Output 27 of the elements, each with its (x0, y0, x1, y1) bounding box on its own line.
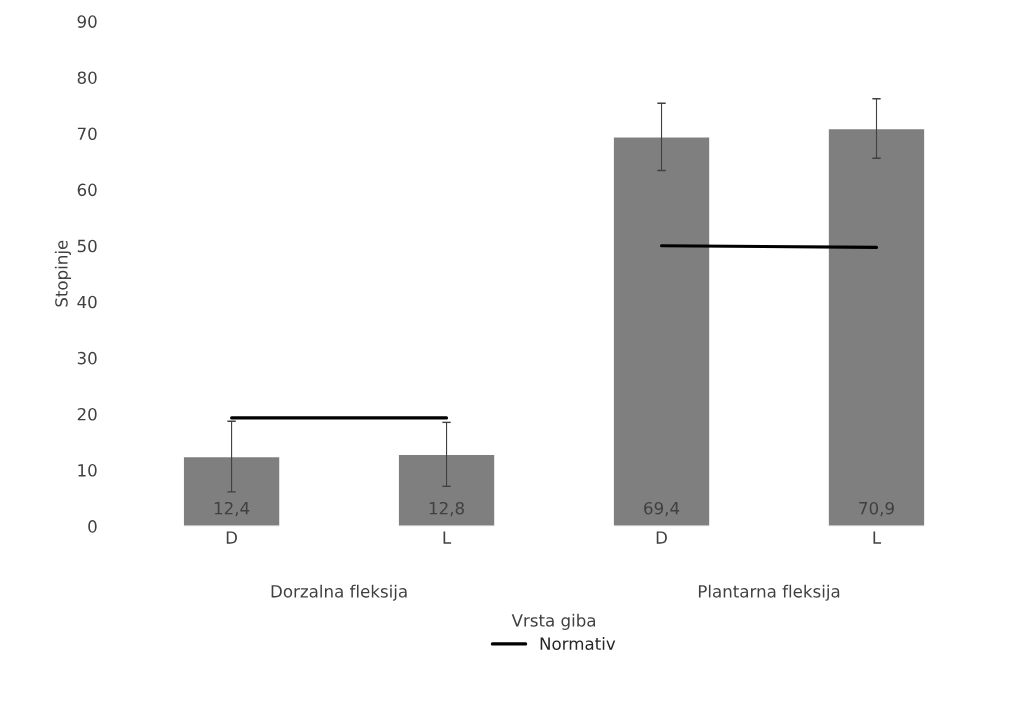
x-axis-title: Vrsta giba (511, 613, 596, 630)
y-tick-label: 90 (77, 15, 97, 28)
y-tick-label: 80 (77, 71, 97, 84)
y-tick-label: 40 (77, 295, 97, 309)
bar (827, 127, 926, 527)
y-tick-label: 20 (77, 407, 97, 421)
data-label: 12,8 (429, 501, 464, 517)
x-tick-label: L (443, 531, 452, 544)
y-tick-label: 60 (77, 183, 97, 197)
y-tick-label: 50 (77, 239, 97, 253)
bar (612, 136, 711, 527)
x-tick-label: L (873, 531, 882, 544)
y-tick-label: 10 (78, 464, 97, 477)
legend-label: Normativ (540, 637, 616, 650)
y-tick-label: 70 (77, 127, 97, 141)
x-tick-label: D (226, 531, 238, 544)
bar (397, 453, 496, 527)
text: Dorzalna fleksija (271, 584, 407, 601)
data-label: 69,4 (644, 501, 680, 517)
bar (182, 455, 281, 527)
data-label: 70,9 (859, 501, 894, 517)
y-tick-label: 30 (77, 351, 97, 365)
x-tick-label: D (656, 531, 667, 544)
data-label: 12,4 (214, 501, 250, 517)
text: Plantarna fleksija (698, 584, 840, 601)
y-tick-label: 0 (88, 520, 97, 533)
y-axis-title: Stopinje (54, 240, 71, 307)
